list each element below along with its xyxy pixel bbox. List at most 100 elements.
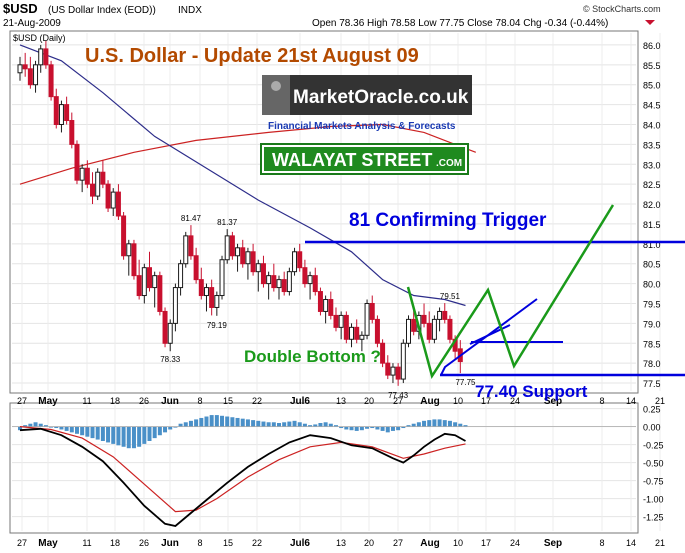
indicator-tick-label: -1.00 bbox=[643, 495, 664, 505]
ma-short bbox=[19, 44, 466, 307]
price-tick-label: 79.0 bbox=[643, 319, 661, 329]
price-label: 78.33 bbox=[160, 355, 181, 364]
candle-body bbox=[229, 235, 235, 257]
candle-body bbox=[421, 314, 427, 324]
candle-body bbox=[235, 247, 241, 257]
price-label: 77.43 bbox=[388, 391, 409, 400]
candle-body bbox=[302, 267, 308, 285]
histogram-bar bbox=[43, 425, 48, 427]
histogram-bar bbox=[442, 420, 447, 427]
logo-head-icon bbox=[271, 81, 281, 91]
price-label: 79.19 bbox=[207, 321, 228, 330]
histogram-bar bbox=[365, 426, 370, 429]
histogram-bar bbox=[328, 423, 333, 427]
candle-body bbox=[447, 318, 453, 340]
macd bbox=[19, 426, 466, 527]
candle-body bbox=[105, 183, 111, 209]
candle-body bbox=[126, 243, 132, 257]
candle-body bbox=[260, 263, 266, 285]
histogram-bar bbox=[64, 426, 69, 431]
x-tick-label: 14 bbox=[626, 538, 636, 548]
x-tick-label: 22 bbox=[252, 538, 262, 548]
candle-body bbox=[115, 191, 121, 217]
candle-body bbox=[286, 271, 292, 293]
candle-body bbox=[307, 275, 313, 285]
histogram-bar bbox=[54, 426, 59, 429]
candle-body bbox=[250, 251, 256, 273]
logo-box bbox=[262, 75, 472, 115]
candle-body bbox=[276, 279, 282, 289]
histogram-bar bbox=[168, 426, 173, 430]
histogram-bar bbox=[157, 426, 162, 436]
candle-body bbox=[100, 171, 106, 185]
histogram-bar bbox=[390, 426, 395, 431]
histogram-bar bbox=[147, 426, 152, 441]
histogram-bar bbox=[406, 425, 411, 427]
histogram-bar bbox=[458, 423, 463, 427]
histogram-bar bbox=[333, 425, 338, 427]
badge-text: WALAYAT STREET bbox=[272, 150, 432, 170]
candle-body bbox=[292, 251, 298, 273]
candle-body bbox=[255, 263, 261, 273]
price-label: 81.37 bbox=[217, 218, 238, 227]
price-tick-label: 82.5 bbox=[643, 180, 661, 190]
candle-body bbox=[131, 243, 137, 277]
candle-body bbox=[406, 318, 411, 344]
histogram-bar bbox=[173, 426, 178, 428]
x-tick-label: 18 bbox=[110, 538, 120, 548]
x-tick-label: 22 bbox=[252, 396, 262, 406]
price-tick-label: 80.0 bbox=[643, 280, 661, 290]
candle-body bbox=[390, 366, 396, 376]
candle-body bbox=[395, 366, 401, 380]
histogram-bar bbox=[401, 426, 406, 429]
candle-body bbox=[69, 120, 75, 145]
histogram-bar bbox=[354, 426, 359, 431]
price-tick-label: 85.0 bbox=[643, 81, 661, 91]
price-tick-label: 77.5 bbox=[643, 379, 661, 389]
histogram-bar bbox=[261, 421, 266, 427]
panel-label: $USD (Daily) bbox=[13, 33, 66, 43]
histogram-bar bbox=[188, 420, 193, 427]
price-label: 81.47 bbox=[181, 214, 202, 223]
x-tick-label: 8 bbox=[197, 396, 202, 406]
x-tick-label: 13 bbox=[336, 538, 346, 548]
histogram-bar bbox=[137, 426, 142, 447]
x-tick-label: 10 bbox=[453, 396, 463, 406]
trigger-label: 81 Confirming Trigger bbox=[349, 210, 547, 231]
x-tick-label: 26 bbox=[139, 396, 149, 406]
price-tick-label: 81.5 bbox=[643, 220, 661, 230]
candle-body bbox=[64, 104, 70, 122]
candle-body bbox=[188, 235, 194, 257]
price-axis: 86.0 85.5 85.0 84.5 84.0 83.5 83.0 82.5 82.0 81.5… bbox=[643, 41, 661, 389]
x-tick-label: 26 bbox=[139, 538, 149, 548]
header-date: 21-Aug-2009 bbox=[3, 18, 61, 29]
projection-path bbox=[406, 204, 615, 380]
candles bbox=[17, 40, 463, 386]
candle-body bbox=[152, 275, 158, 289]
price-labels: 81.47 81.37 79.19 78.33 79.51 77.43 77.75 bbox=[160, 214, 476, 400]
histogram-bar bbox=[380, 426, 385, 431]
histogram-bar bbox=[349, 426, 354, 431]
indicator-axis: 0.25 0.00 -0.25 -0.50 -0.75 -1.00 -1.25 bbox=[643, 405, 664, 523]
candle-body bbox=[74, 143, 80, 181]
x-tick-label: Jul6 bbox=[290, 538, 310, 549]
x-tick-label: 15 bbox=[223, 396, 233, 406]
candle-body bbox=[58, 104, 64, 125]
histogram-bar bbox=[214, 415, 219, 427]
histogram-bar bbox=[230, 417, 235, 427]
candle-body bbox=[317, 291, 323, 312]
histogram-bar bbox=[163, 426, 168, 433]
candle-body bbox=[437, 310, 443, 320]
histogram-bar bbox=[90, 426, 95, 439]
x-tick-label: Jun bbox=[161, 538, 179, 549]
overlay-title: U.S. Dollar - Update 21st August 09 bbox=[85, 45, 419, 67]
candle-body bbox=[121, 215, 127, 257]
x-tick-label: 21 bbox=[655, 396, 665, 406]
candle-body bbox=[214, 295, 220, 308]
x-tick-label: 17 bbox=[481, 396, 491, 406]
x-tick-label: 27 bbox=[393, 396, 403, 406]
x-tick-label: Jun bbox=[161, 396, 179, 407]
channel-line-lower bbox=[469, 324, 511, 345]
candle-body bbox=[224, 235, 230, 261]
